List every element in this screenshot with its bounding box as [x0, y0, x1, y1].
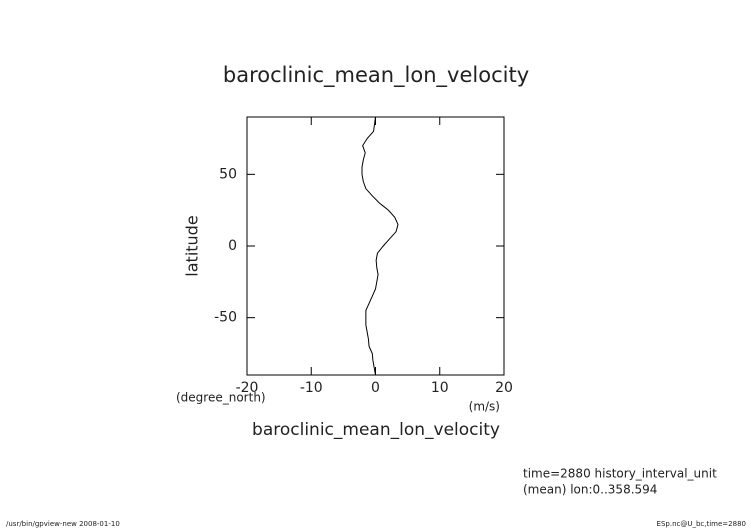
- y-tick-label: -50: [214, 310, 237, 326]
- x-tick-label: -10: [300, 380, 323, 396]
- y-tick-label: 50: [219, 166, 237, 182]
- x-tick-label: 0: [371, 380, 380, 396]
- y-tick-label: 0: [228, 238, 237, 254]
- profile-line: [361, 116, 399, 376]
- x-tick-label: -20: [236, 380, 259, 396]
- x-tick-label: 10: [431, 380, 449, 396]
- chart-title: baroclinic_mean_lon_velocity: [223, 63, 529, 88]
- x-tick-label: 20: [495, 380, 513, 396]
- plot-frame: [246, 116, 505, 376]
- x-axis-label: baroclinic_mean_lon_velocity: [252, 420, 500, 440]
- footer: ESp.nc@U_bc,time=2880: [657, 520, 746, 528]
- annotation: time=2880 history_interval_unit: [523, 467, 717, 481]
- x-axis-unit: (m/s): [469, 400, 500, 414]
- y-axis-unit: (degree_north): [176, 391, 266, 405]
- annotation: (mean) lon:0..358.594: [523, 483, 657, 497]
- y-axis-label: latitude: [183, 215, 202, 276]
- footer: /usr/bin/gpview-new 2008-01-10: [6, 520, 120, 528]
